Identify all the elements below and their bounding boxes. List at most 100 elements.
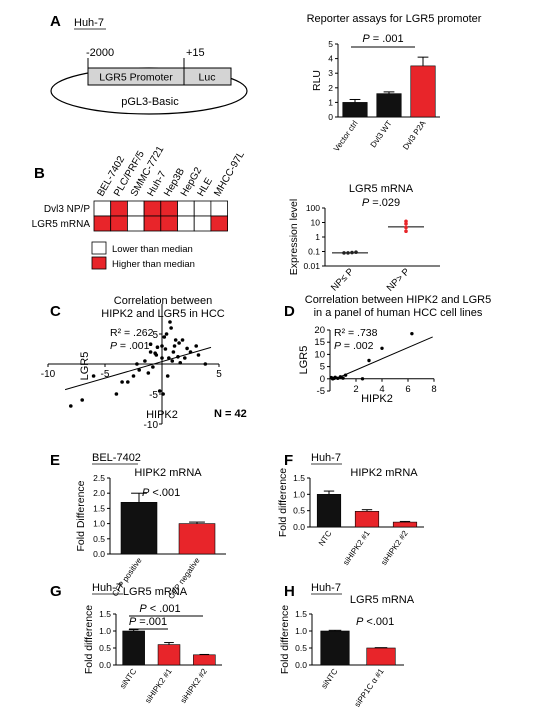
chart-f-title: HIPK2 mRNA [350,467,418,479]
cell-line-label-f: Huh-7 [311,452,341,464]
chart-d-ylabel: LGR5 [298,346,310,375]
row-label: Dvl3 NP/P [44,204,90,215]
cell-line-label-g: Huh-7 [92,582,122,594]
chart-f-hipk2-mrna: HIPK2 mRNA 0.0 0.5 1.0 1.5 NTC siHIPK2 #1 siHI… [277,467,424,567]
heatmap-cell [93,215,112,232]
data-point [164,332,169,336]
x-tick-label: 2 [353,384,358,395]
chart-d-correlation: Correlation between HIPK2 and LGR5 in a … [298,294,491,405]
y-axis-label: Fold difference [277,468,289,537]
data-point [404,225,408,230]
y-tick-label: 5 [320,362,325,373]
x-tick-label: siHIPK2 #2 [179,667,210,705]
chart-a-title: Reporter assays for LGR5 promoter [307,13,482,25]
bar [178,523,216,555]
y-tick-label: 0.5 [99,643,111,653]
regression-line [64,346,212,391]
y-tick-label: 20 [314,325,325,336]
y-tick-label: 10 [311,218,321,228]
y-tick-label: 1.5 [93,503,105,513]
x-tick-label: siHIPK2 #1 [143,667,174,705]
x-tick-label: NP> P [385,266,412,293]
chart-d-p-value: P = .002 [334,340,374,352]
chart-g-p1: P =.001 [129,616,167,628]
y-tick-label: 2.0 [93,488,105,498]
data-point [410,331,414,336]
x-tick-label: siPP1C α #1 [353,667,386,709]
panel-letter-g: G [50,583,62,600]
bar [316,494,342,528]
promoter-label: LGR5 Promoter [99,72,173,84]
bar [157,644,181,666]
row-label: LGR5 mRNA [32,219,91,230]
data-point [157,389,162,393]
chart-c-title-line2: HIPK2 and LGR5 in HCC [101,308,225,320]
x-tick-label: Dvl3 WT [369,119,394,149]
chart-a-p-value: P = .001 [362,33,403,45]
y-tick-label: -5 [149,390,158,401]
heatmap-cell [93,200,112,217]
x-tick-label: Vector ctrl [332,119,360,153]
data-point [404,229,408,234]
panel-letter-a: A [50,13,61,30]
y-tick-label: 0.0 [293,522,305,532]
data-point [346,251,350,255]
data-point [172,344,177,348]
chart-g-lgr5-mrna: LGR5 mRNA P < .001 P =.001 0.0 0.5 1.0 1.5 s… [83,586,222,705]
y-axis-label: Expression level [288,199,300,275]
data-point [354,250,358,254]
heatmap-cell [193,215,212,232]
chart-c-title-line1: Correlation between [114,295,212,307]
y-tick-label: 0 [328,112,333,122]
y-tick-label: 0.5 [293,506,305,516]
data-point [69,404,73,408]
y-tick-label: -5 [317,386,325,397]
chart-d-title-line2: in a panel of human HCC cell lines [314,307,483,319]
chart-h-lgr5-mrna: LGR5 mRNA P <.001 0.0 0.5 1.0 1.5 siNTC siPP1… [279,594,415,709]
y-tick-label: 0.5 [93,534,105,544]
y-tick-label: 1 [315,232,320,242]
chart-h-p-value: P <.001 [356,616,394,628]
y-tick-label: 1 [328,97,333,107]
y-tick-label: 0.5 [295,643,307,653]
y-tick-label: 1.0 [93,519,105,529]
y-tick-label: 2 [328,83,333,93]
data-point [80,398,84,402]
data-point [341,376,345,380]
bar [366,647,396,666]
regression-line [332,336,433,381]
data-point [178,361,183,365]
y-tick-label: 0.01 [303,261,320,271]
panel-letter-b: B [34,165,45,182]
bar [354,511,380,528]
heatmap-cell [127,215,145,232]
data-point [380,346,384,350]
chart-g-p2: P < .001 [139,603,180,615]
heatmap-cell [143,200,162,217]
x-tick-label: NP≤ P [329,266,356,293]
x-tick-label: 6 [405,384,410,395]
chart-c-n-label: N = 42 [214,408,247,420]
data-point [342,251,346,255]
heatmap-cell [127,200,145,217]
chart-c-p-value: P = .001 [110,340,150,352]
data-point [404,219,408,224]
panel-letter-d: D [284,303,295,320]
cell-line-label: MHCC-97L [212,149,247,198]
chart-b-title: LGR5 mRNA [349,183,414,195]
chart-d-r2: R² = .738 [334,327,378,339]
data-point [367,358,371,363]
data-point [203,362,208,366]
y-axis-label: RLU [311,70,323,91]
chart-c-r2: R² = .262 [110,327,154,339]
data-point [185,346,189,351]
data-point [153,351,157,356]
chart-c-ylabel: LGR5 [79,352,91,381]
heatmap-cell [177,200,195,217]
y-tick-label: 0.1 [308,247,320,257]
bar [320,630,350,666]
data-point [143,359,147,363]
data-point [162,335,167,339]
data-point [160,356,164,360]
